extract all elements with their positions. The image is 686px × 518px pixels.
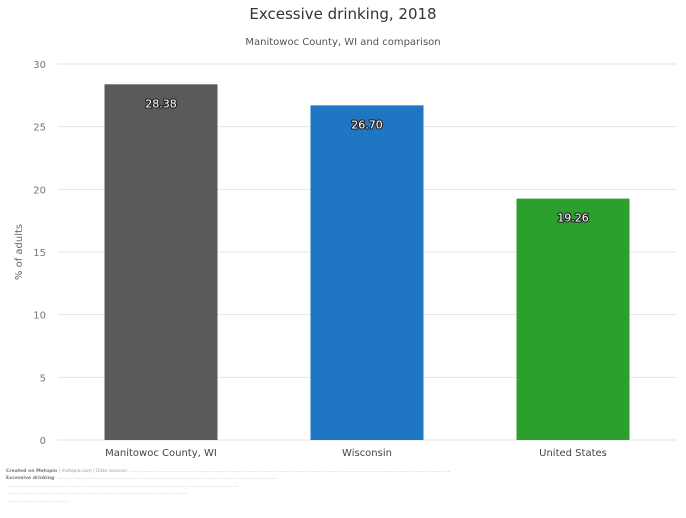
bar-chart: 0 5 10 15 20 25 30 % of adults 28.38 Manitowoc Co…	[14, 60, 676, 459]
x-category-label: Manitowoc County, WI	[105, 448, 217, 459]
y-axis-label: % of adults	[14, 224, 25, 280]
bar	[310, 105, 424, 441]
chart-footer: Created on Metopio | metopio.com | Data …	[6, 468, 682, 505]
y-tick-label: 15	[33, 248, 46, 259]
x-category-label: United States	[539, 448, 607, 459]
footer-line: ........................................…	[6, 491, 188, 497]
footer-line: ........................................…	[6, 498, 69, 504]
footer-line: Created on Metopio | metopio.com | Data …	[6, 469, 451, 474]
chart-title: Excessive drinking, 2018	[249, 5, 437, 23]
footer-line: ........................................…	[6, 483, 239, 489]
chart-subtitle: Manitowoc County, WI and comparison	[245, 37, 441, 48]
data-label: 28.38	[145, 97, 177, 110]
y-tick-label: 10	[33, 311, 46, 322]
y-tick-label: 25	[33, 123, 46, 134]
bar	[516, 198, 630, 440]
x-category-label: Wisconsin	[342, 448, 392, 459]
bar	[104, 84, 218, 440]
data-label: 26.70	[351, 118, 383, 131]
y-tick-label: 5	[40, 373, 46, 384]
data-label: 19.26	[557, 212, 589, 225]
y-tick-label: 30	[33, 60, 46, 71]
footer-line: Excessive drinking: ....................…	[6, 476, 278, 482]
y-tick-label: 20	[33, 185, 46, 196]
y-tick-label: 0	[40, 436, 46, 447]
